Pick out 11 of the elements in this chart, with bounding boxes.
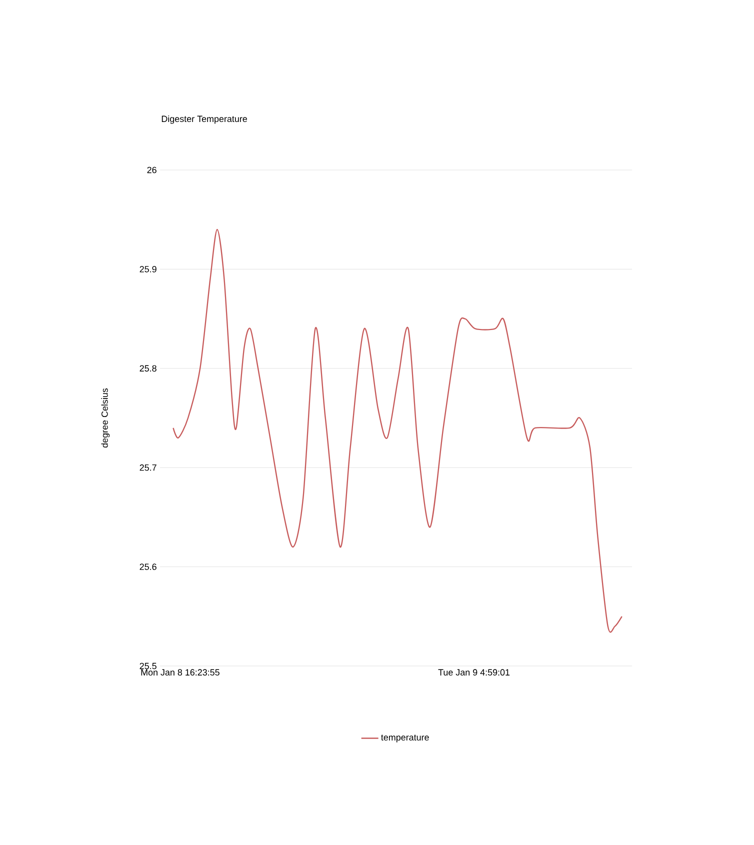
y-axis-title: degree Celsius xyxy=(101,388,110,448)
y-tick-label: 25.9 xyxy=(140,266,156,272)
y-tick-label: 25.8 xyxy=(140,365,156,372)
y-tick-label: 25.5 xyxy=(140,662,156,670)
chart-title: Digester Temperature xyxy=(162,115,247,124)
x-tick-label: Mon Jan 8 16:23:55 xyxy=(141,669,220,676)
y-tick-label: 25.7 xyxy=(140,464,156,471)
legend-label: temperature xyxy=(381,734,429,742)
y-tick-label: 25.6 xyxy=(140,564,156,570)
x-tick-label: Tue Jan 9 4:59:01 xyxy=(438,669,510,676)
y-tick-label: 26 xyxy=(147,166,156,174)
